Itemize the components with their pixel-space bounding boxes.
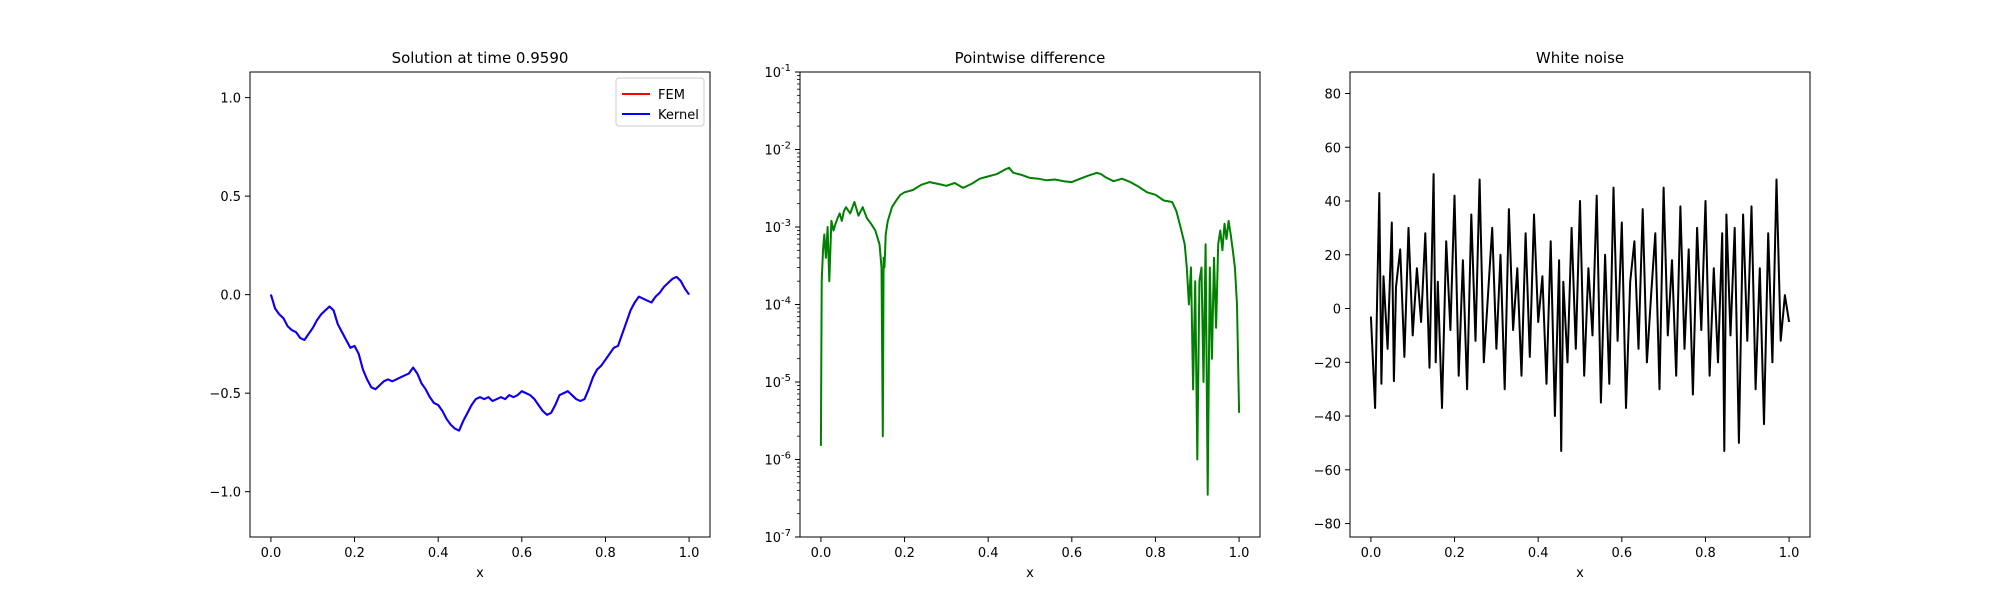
y-tick-label: 10-2 — [764, 141, 791, 159]
subplot-1: Solution at time 0.9590 0.0 0.2 0.4 0.6 0.8 1.… — [209, 49, 711, 581]
y-tick-label: 1.0 — [220, 92, 241, 107]
x-tick-label: 0.2 — [344, 546, 365, 561]
x-tick-label: 0.2 — [894, 546, 915, 561]
x-tick-label: 0.4 — [1528, 546, 1549, 561]
x-tick-label: 0.4 — [428, 546, 449, 561]
y-tick-label: 10-6 — [764, 451, 791, 469]
x-tick-label: 0.6 — [511, 546, 532, 561]
y-tick-label: 80 — [1324, 88, 1341, 103]
y-tick-label: −60 — [1314, 464, 1341, 479]
y-tick-label: −0.5 — [209, 387, 241, 402]
x-tick-label: 0.6 — [1061, 546, 1082, 561]
y-tick-label: 0 — [1333, 303, 1341, 318]
y-tick-label: 20 — [1324, 249, 1341, 264]
x-tick-label: 0.4 — [978, 546, 999, 561]
y-tick-label: −1.0 — [209, 486, 241, 501]
y-tick-base: 10 — [764, 221, 781, 236]
legend-label: FEM — [658, 88, 685, 103]
x-tick-label: 1.0 — [1229, 546, 1250, 561]
x-tick-label: 0.0 — [261, 546, 282, 561]
y-tick-exponent: -4 — [781, 296, 791, 307]
y-tick-label: 40 — [1324, 195, 1341, 210]
y-tick-base: 10 — [764, 144, 781, 159]
y-tick-exponent: -6 — [781, 451, 791, 462]
chart-title: Solution at time 0.9590 — [392, 49, 569, 67]
y-tick-label: 10-1 — [764, 63, 791, 81]
y-tick-base: 10 — [764, 376, 781, 391]
x-tick-label: 0.0 — [1361, 546, 1382, 561]
axes-frame — [799, 71, 1261, 538]
y-tick-base: 10 — [764, 66, 781, 81]
y-tick-label: 0.5 — [220, 190, 241, 205]
y-tick-exponent: -3 — [781, 218, 791, 229]
y-tick-label: 10-7 — [764, 528, 791, 546]
legend-label: Kernel — [658, 108, 699, 123]
y-tick-label: −80 — [1314, 518, 1341, 533]
y-tick-base: 10 — [764, 299, 781, 314]
axes-frame — [1349, 71, 1811, 538]
y-tick-label: 0.0 — [220, 289, 241, 304]
y-tick-label: 10-5 — [764, 373, 791, 391]
x-tick-label: 0.0 — [811, 546, 832, 561]
y-tick-exponent: -1 — [781, 63, 791, 74]
y-tick-exponent: -5 — [781, 373, 791, 384]
x-tick-label: 0.8 — [595, 546, 616, 561]
x-tick-label: 0.8 — [1695, 546, 1716, 561]
y-tick-exponent: -2 — [781, 141, 791, 152]
x-tick-label: 0.6 — [1611, 546, 1632, 561]
axes-frame — [249, 71, 711, 538]
y-tick-label: 10-4 — [764, 296, 791, 314]
x-tick-label: 1.0 — [1779, 546, 1800, 561]
x-axis-label: x — [476, 566, 484, 581]
x-axis-label: x — [1576, 566, 1584, 581]
subplot-2: Pointwise difference 0.0 0.2 0.4 0.6 0.8 1.0 10… — [764, 49, 1261, 581]
x-tick-label: 1.0 — [679, 546, 700, 561]
y-tick-label: 10-3 — [764, 218, 791, 236]
subplot-3: White noise 0.0 0.2 0.4 0.6 0.8 1.0 −80 −60 −40 −2… — [1314, 49, 1811, 581]
series-line-1 — [819, 166, 1241, 496]
x-tick-label: 0.2 — [1444, 546, 1465, 561]
y-tick-label: −40 — [1314, 410, 1341, 425]
y-tick-label: −20 — [1314, 356, 1341, 371]
x-axis-label: x — [1026, 566, 1034, 581]
chart-title: White noise — [1536, 49, 1624, 67]
chart-title: Pointwise difference — [955, 49, 1106, 67]
y-tick-label: 60 — [1324, 141, 1341, 156]
series-line-kernel — [269, 275, 690, 432]
x-tick-label: 0.8 — [1145, 546, 1166, 561]
y-tick-base: 10 — [764, 454, 781, 469]
legend: FEM Kernel — [615, 77, 705, 127]
y-tick-base: 10 — [764, 531, 781, 546]
y-tick-exponent: -7 — [781, 528, 791, 539]
series-line-1 — [1369, 173, 1791, 452]
series-line-fem — [269, 275, 690, 432]
